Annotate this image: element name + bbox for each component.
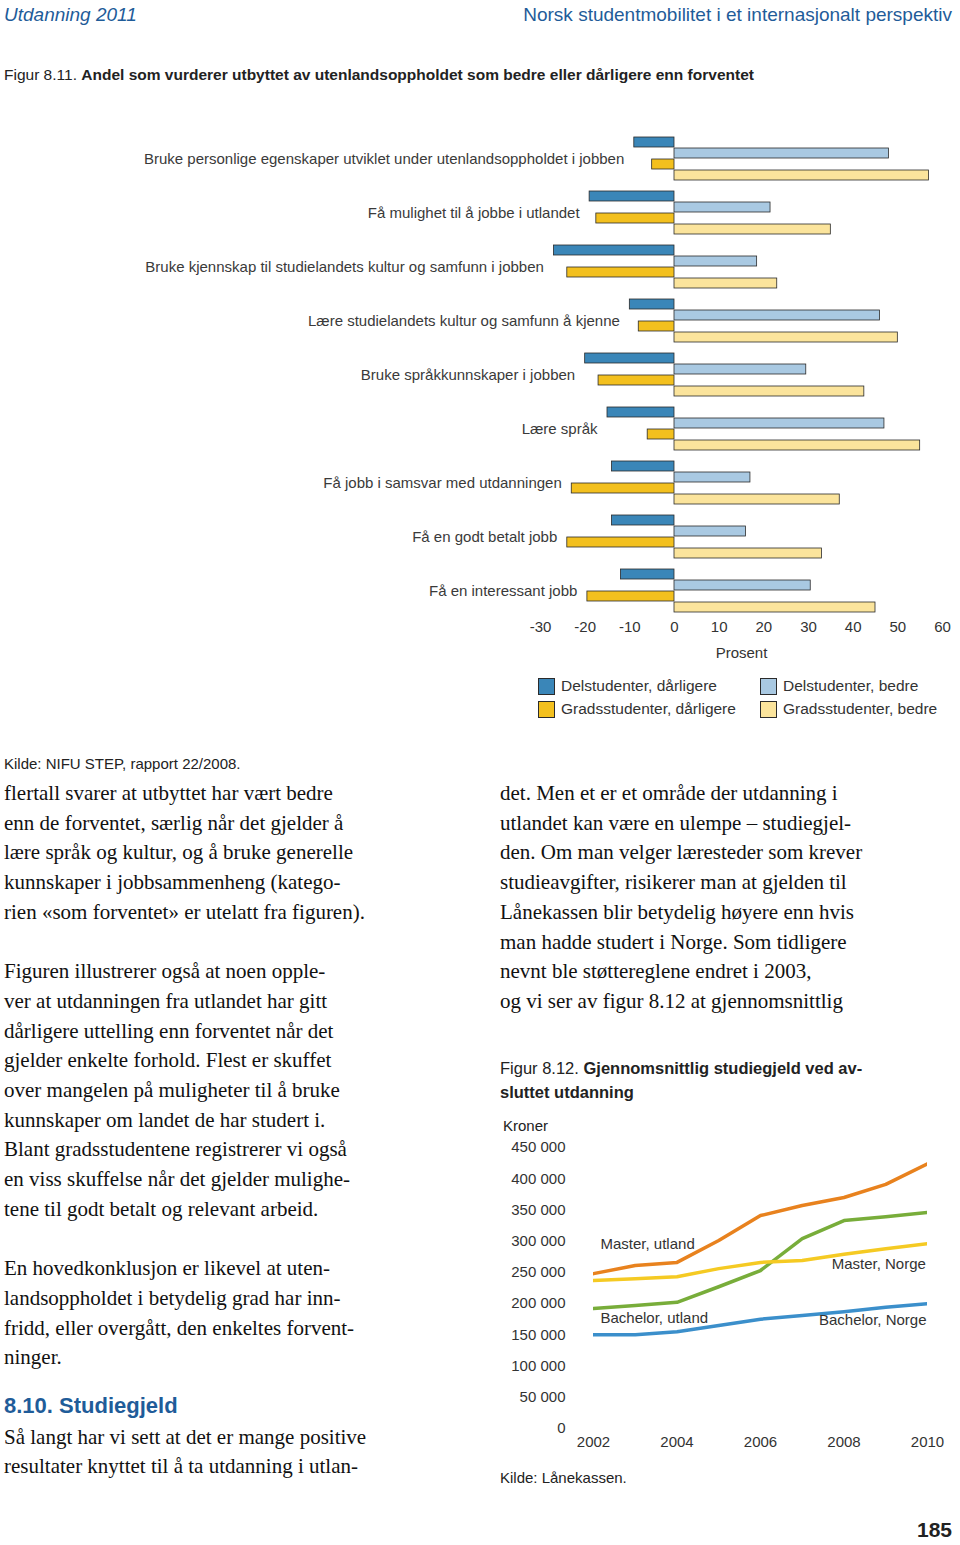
svg-text:40: 40 xyxy=(845,618,862,635)
svg-text:450 000: 450 000 xyxy=(511,1138,565,1155)
svg-text:Bachelor, Norge: Bachelor, Norge xyxy=(819,1311,927,1328)
html-text:Så langt har vi sett at det er: Så langt har vi sett at det er mange pos… xyxy=(4,1424,367,1449)
svg-text:200 000: 200 000 xyxy=(511,1294,565,1311)
svg-text:Få mulighet til å jobbe i utla: Få mulighet til å jobbe i utlandet xyxy=(368,204,581,221)
html-text:kunnskaper i jobbsammenheng (k: kunnskaper i jobbsammenheng (katego- xyxy=(4,870,341,895)
html-text:Delstudenter, bedre: Delstudenter, bedre xyxy=(783,677,919,694)
html-text:Figuren illustrerer også at no: Figuren illustrerer også at noen opple- xyxy=(4,959,326,984)
html-text:Lånekassen blir betydelig høye: Lånekassen blir betydelig høyere enn hvi… xyxy=(500,899,854,924)
html-text:over mangelen på muligheter ti: over mangelen på muligheter til å bruke xyxy=(4,1078,340,1102)
svg-text:100 000: 100 000 xyxy=(511,1357,565,1374)
svg-text:150 000: 150 000 xyxy=(511,1326,565,1343)
html-text:ver at utdanningen fra utlande: ver at utdanningen fra utlandet har gitt xyxy=(4,988,328,1013)
html-text:en viss skuffelse når det gjel: en viss skuffelse når det gjelder muligh… xyxy=(4,1167,350,1192)
svg-text:300 000: 300 000 xyxy=(511,1232,565,1249)
svg-text:30: 30 xyxy=(800,618,817,635)
html-text:ninger.: ninger. xyxy=(4,1345,62,1370)
svg-text:2004: 2004 xyxy=(660,1433,693,1450)
html-text:Gradsstudenter, bedre: Gradsstudenter, bedre xyxy=(783,700,938,717)
html-text:Figur 8.11. Andel som vurderer: Figur 8.11. Andel som vurderer utbyttet … xyxy=(4,66,754,83)
html-text:rien «som forventet» er utelat: rien «som forventet» er utelatt fra figu… xyxy=(4,899,365,924)
html-text:enn de forventet, særlig når d: enn de forventet, særlig når det gjelder… xyxy=(4,810,344,835)
svg-text:2006: 2006 xyxy=(744,1433,777,1450)
html-text:det. Men et er et område der u: det. Men et er et område der utdanning i xyxy=(500,781,838,805)
svg-text:2008: 2008 xyxy=(827,1433,860,1450)
html-text:En hovedkonklusjon er likevel: En hovedkonklusjon er likevel at uten- xyxy=(4,1256,330,1281)
html-text:Utdanning 2011: Utdanning 2011 xyxy=(4,4,137,25)
svg-text:0: 0 xyxy=(557,1419,565,1436)
html-text:resultater knyttet til å ta ut: resultater knyttet til å ta utdanning i … xyxy=(4,1454,358,1479)
svg-text:2010: 2010 xyxy=(911,1433,944,1450)
html-text:8.10. Studiegjeld: 8.10. Studiegjeld xyxy=(4,1392,178,1418)
html-text:utlandet kan være en ulempe –: utlandet kan være en ulempe – studiegjel… xyxy=(500,810,852,835)
html-text:fridd, eller overgått, den enk: fridd, eller overgått, den enkeltes forv… xyxy=(4,1315,355,1340)
html-text:sluttet utdanning: sluttet utdanning xyxy=(500,1083,634,1101)
html-text:studieavgifter, risikerer man: studieavgifter, risikerer man at gjelden… xyxy=(500,870,847,895)
svg-text:-30: -30 xyxy=(530,618,552,635)
html-text:tene til godt betalt og releva: tene til godt betalt og relevant arbeid. xyxy=(4,1196,319,1221)
html-text:flertall svarer at utbyttet ha: flertall svarer at utbyttet har vært bed… xyxy=(4,781,333,805)
html-text:Blant gradsstudentene registre: Blant gradsstudentene registrerer vi ogs… xyxy=(4,1137,347,1162)
html-text:Norsk studentmobilitet i et in: Norsk studentmobilitet i et internasjona… xyxy=(523,4,952,25)
html-text:man hadde studert i Norge. Som: man hadde studert i Norge. Som tidligere xyxy=(500,929,847,954)
svg-text:Bruke personlige egenskaper ut: Bruke personlige egenskaper utviklet und… xyxy=(144,150,624,167)
svg-text:Bachelor, utland: Bachelor, utland xyxy=(601,1309,709,1326)
svg-text:Lære språk: Lære språk xyxy=(522,420,598,437)
html-text:Kilde: NIFU STEP, rapport 22/2: Kilde: NIFU STEP, rapport 22/2008. xyxy=(4,755,241,772)
svg-text:20: 20 xyxy=(755,618,772,635)
svg-text:Lære studielandets kultur og s: Lære studielandets kultur og samfunn å k… xyxy=(308,312,620,329)
html-text:kunnskaper om landet de har st: kunnskaper om landet de har studert i. xyxy=(4,1107,326,1132)
html-text:lære språk og kultur, og å bru: lære språk og kultur, og å bruke generel… xyxy=(4,840,353,865)
svg-text:10: 10 xyxy=(711,618,728,635)
svg-text:0: 0 xyxy=(670,618,678,635)
html-text:gjelder enkelte forhold. Flest: gjelder enkelte forhold. Flest er skuffe… xyxy=(4,1048,332,1073)
html-text:Kroner: Kroner xyxy=(503,1117,548,1134)
svg-text:Bruke kjennskap til studieland: Bruke kjennskap til studielandets kultur… xyxy=(145,258,544,275)
svg-text:250 000: 250 000 xyxy=(511,1263,565,1280)
svg-text:Prosent: Prosent xyxy=(716,644,769,661)
svg-text:Master, Norge: Master, Norge xyxy=(832,1255,926,1272)
svg-text:Bruke språkkunnskaper i jobben: Bruke språkkunnskaper i jobben xyxy=(361,366,575,383)
svg-text:2002: 2002 xyxy=(577,1433,610,1450)
html-text:Delstudenter, dårligere: Delstudenter, dårligere xyxy=(561,677,717,694)
svg-text:50 000: 50 000 xyxy=(520,1388,566,1405)
svg-text:350 000: 350 000 xyxy=(511,1201,565,1218)
html-text:Figur 8.12. Gjennomsnittlig st: Figur 8.12. Gjennomsnittlig studiegjeld … xyxy=(500,1059,863,1077)
svg-text:-20: -20 xyxy=(574,618,596,635)
html-text:dårligere uttelling enn forven: dårligere uttelling enn forventet når de… xyxy=(4,1018,334,1043)
html-text:185: 185 xyxy=(917,1518,952,1541)
html-text:Gradsstudenter, dårligere: Gradsstudenter, dårligere xyxy=(561,700,736,717)
svg-text:Få en interessant jobb: Få en interessant jobb xyxy=(429,582,577,599)
html-text:Kilde: Lånekassen.: Kilde: Lånekassen. xyxy=(500,1469,627,1486)
svg-text:Få en godt betalt jobb: Få en godt betalt jobb xyxy=(412,528,557,545)
html-text:og vi ser av figur 8.12 at gje: og vi ser av figur 8.12 at gjennomsnittl… xyxy=(500,988,843,1013)
svg-text:50: 50 xyxy=(889,618,906,635)
svg-text:-10: -10 xyxy=(619,618,641,635)
svg-text:Master, utland: Master, utland xyxy=(601,1235,695,1252)
html-text:nevnt ble støttereglene endret: nevnt ble støttereglene endret i 2003, xyxy=(500,959,812,984)
svg-text:400 000: 400 000 xyxy=(511,1170,565,1187)
svg-text:Få jobb i samsvar med utdannin: Få jobb i samsvar med utdanningen xyxy=(323,474,561,491)
html-text:den. Om man velger læresteder: den. Om man velger læresteder som krever xyxy=(500,840,863,865)
html-text:landsoppholdet i betydelig gra: landsoppholdet i betydelig grad har inn- xyxy=(4,1285,341,1310)
svg-text:60: 60 xyxy=(934,618,951,635)
